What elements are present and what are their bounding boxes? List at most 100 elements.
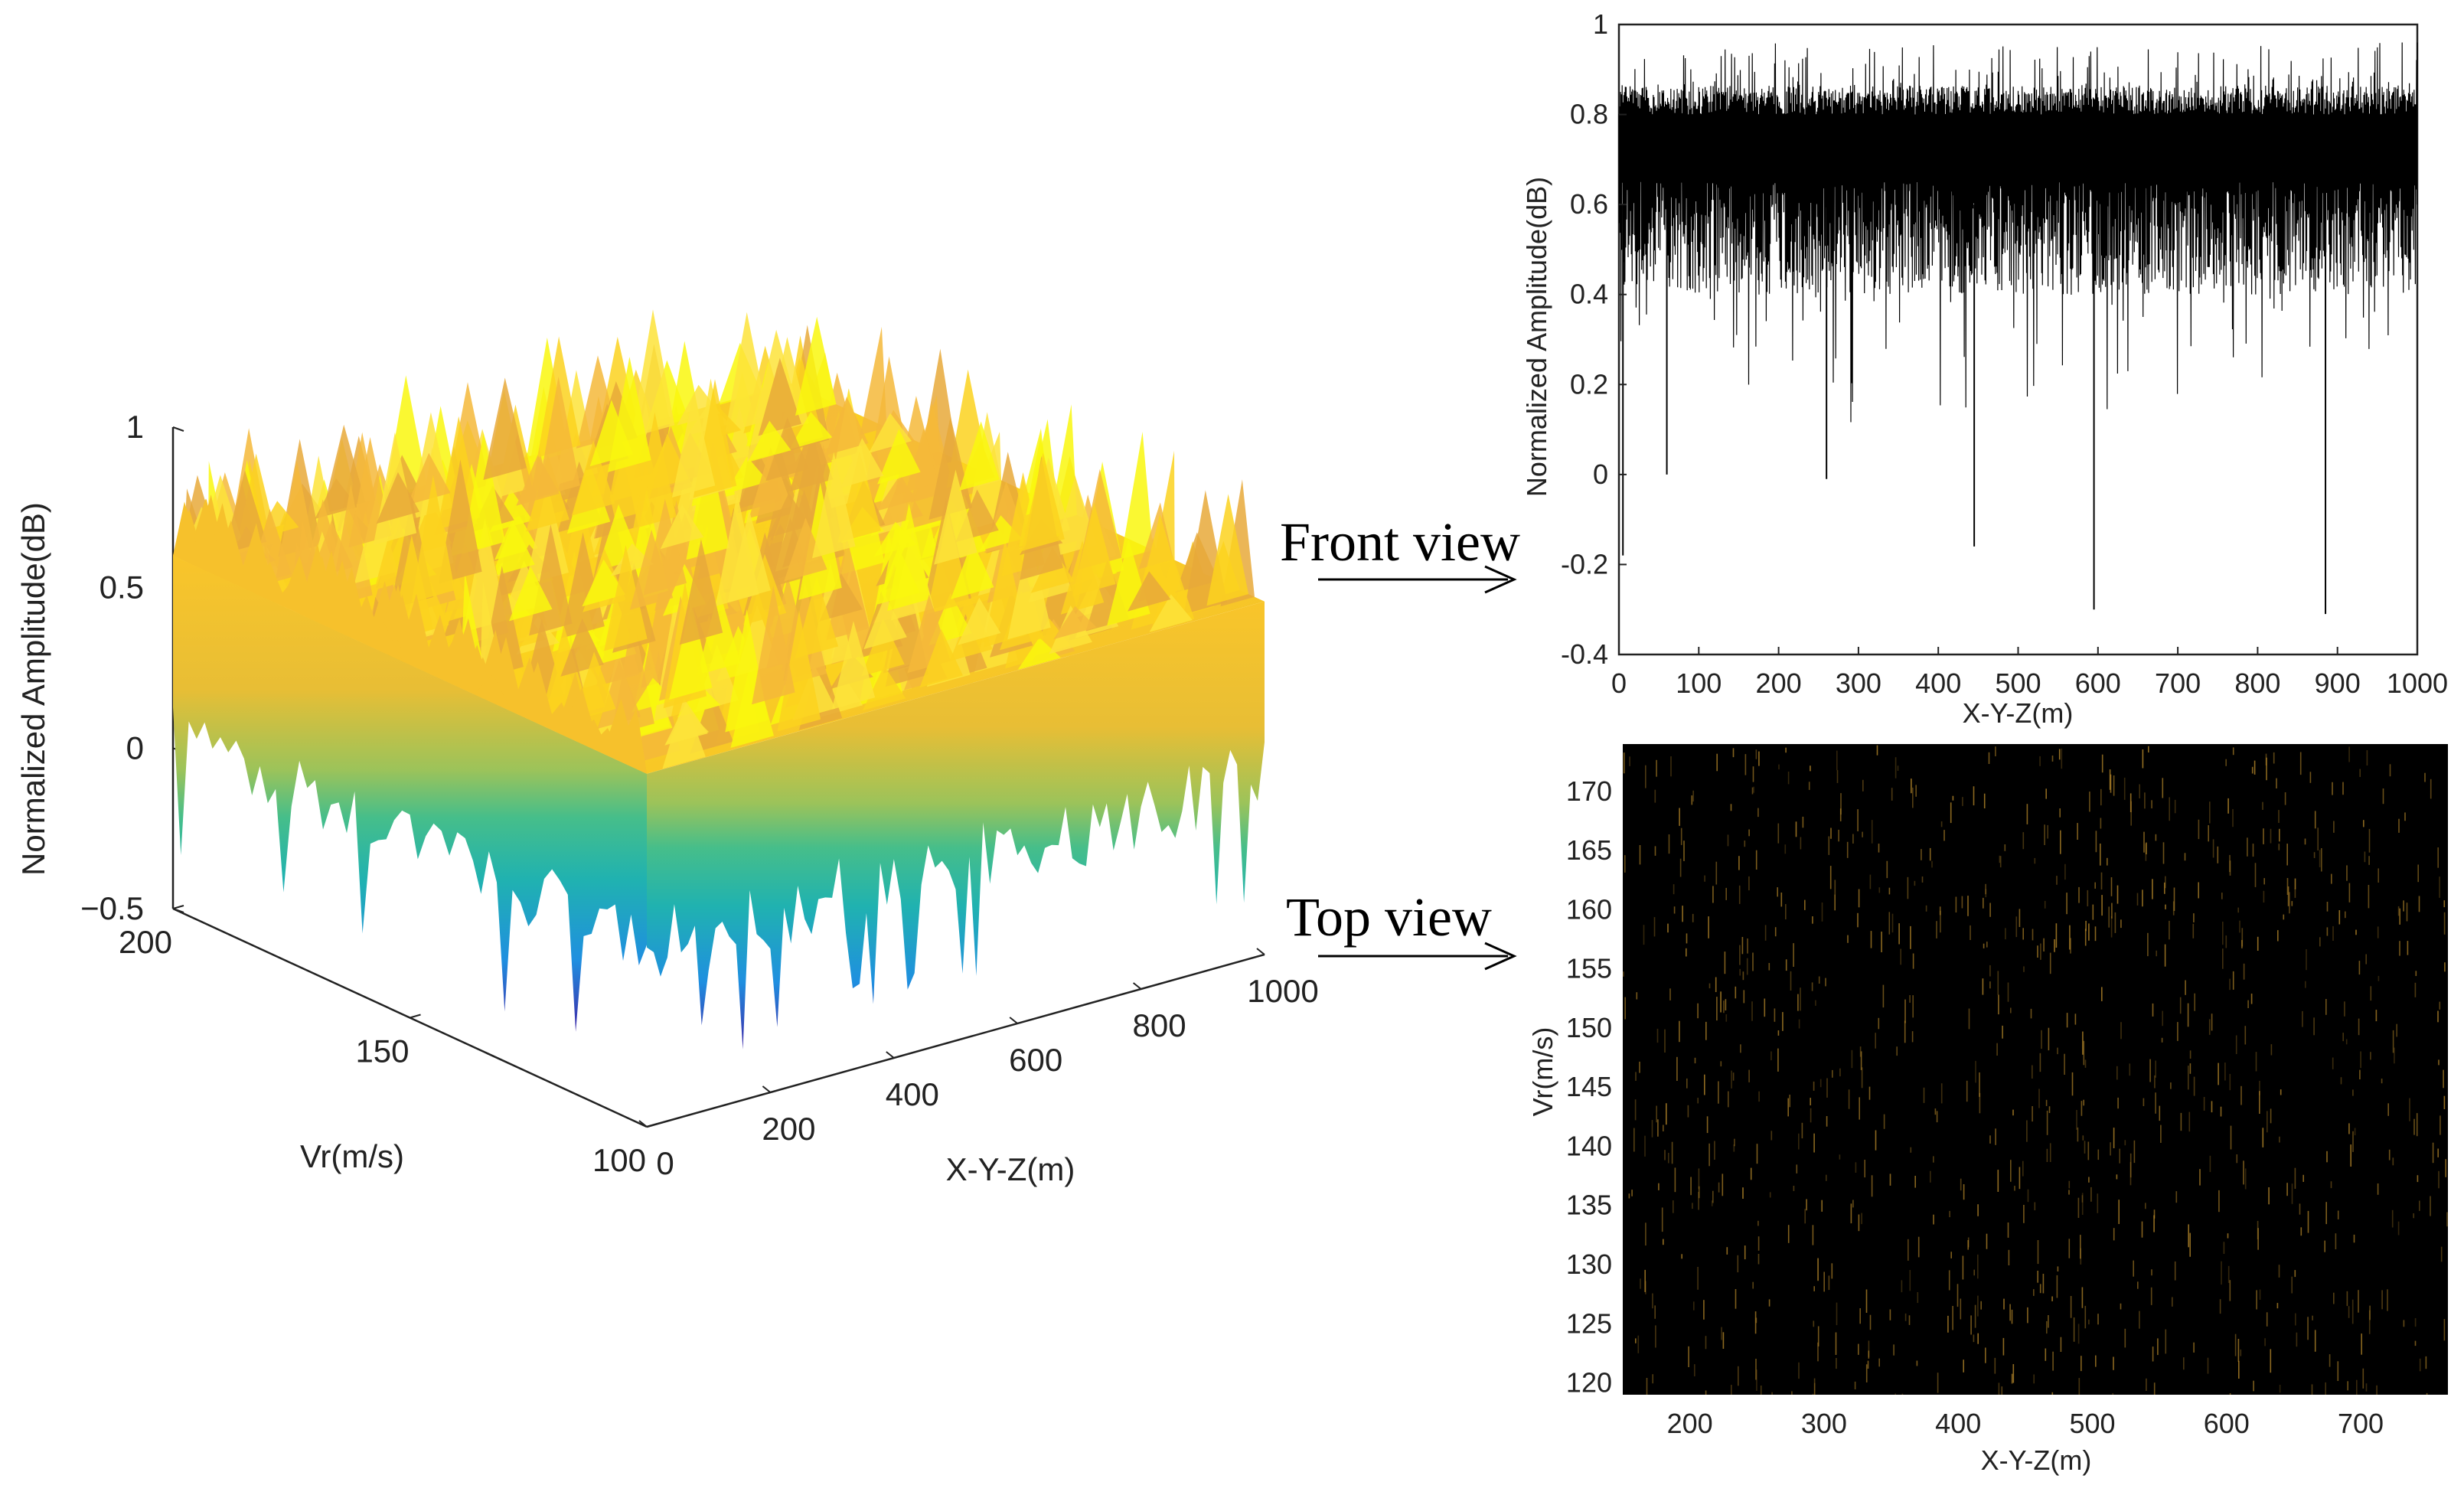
top-view-speck <box>2244 1168 2247 1190</box>
top-view-speck <box>2440 1115 2441 1135</box>
top-view-speck <box>2009 1304 2011 1321</box>
top-view-speck <box>2147 932 2149 957</box>
top-view-speck <box>2094 882 2096 889</box>
front-x-tick-label: 800 <box>2234 668 2280 699</box>
top-view-speck <box>1686 933 1688 944</box>
top-view-speck <box>1671 1141 1673 1164</box>
top-y-tick-label: 150 <box>1566 1012 1612 1043</box>
top-view-speck <box>2007 982 2009 1002</box>
top-view-speck <box>2388 1149 2391 1160</box>
top-view-speck <box>1908 1239 1909 1261</box>
top-view-speck <box>2143 831 2145 853</box>
surface-peak <box>407 452 451 505</box>
top-view-speck <box>1652 1374 1653 1384</box>
top-view-speck <box>2007 1222 2009 1238</box>
top-view-speck <box>2208 1019 2211 1035</box>
top-view-speck <box>2068 1180 2071 1189</box>
top-view-speck <box>2188 1111 2191 1132</box>
top-view-speck <box>2239 920 2240 933</box>
top-view-speck <box>1995 746 1996 756</box>
top-view-speck <box>2199 1169 2201 1186</box>
top-view-speck <box>2253 1380 2254 1392</box>
top-view-speck <box>1740 1044 1741 1053</box>
top-y-tick-label: 155 <box>1566 953 1612 984</box>
top-view-speck <box>2003 1298 2005 1310</box>
top-view-speck <box>2338 910 2341 925</box>
surface-x-tick-label: 400 <box>886 1076 939 1112</box>
top-view-speck <box>1753 786 1754 793</box>
top-view-speck <box>2240 1349 2242 1356</box>
top-view-speck <box>2376 1385 2378 1395</box>
top-view-speck <box>1921 849 1922 860</box>
top-view-speck <box>1957 1284 1959 1307</box>
top-view-speck <box>2113 1356 2114 1370</box>
top-view-speck <box>2363 820 2364 827</box>
top-view-speck <box>1868 1350 1870 1359</box>
top-view-y-label: Vr(m/s) <box>1527 1027 1558 1117</box>
top-view-speck <box>2156 950 2157 957</box>
top-view-speck <box>2324 1240 2325 1252</box>
top-view-speck <box>1640 1278 1641 1289</box>
top-view-speck <box>1834 894 1836 911</box>
top-view-speck <box>1867 1360 1869 1369</box>
top-view-speck <box>1693 1301 1695 1311</box>
top-view-speck <box>1998 994 1999 1015</box>
top-view-speck <box>1757 1254 1760 1265</box>
top-view-speck <box>2022 928 2024 940</box>
top-view-speck <box>1787 1225 1790 1243</box>
top-view-speck <box>2081 1193 2084 1215</box>
top-view-speck <box>1989 981 1991 989</box>
top-view-speck <box>2302 1010 2303 1027</box>
top-view-speck <box>1989 965 1991 977</box>
top-view-speck <box>2100 788 2102 806</box>
top-view-speck <box>1858 1343 1859 1355</box>
top-view-speck <box>1970 925 1971 940</box>
top-view-speck <box>1838 829 1839 842</box>
top-view-speck <box>2333 821 2335 833</box>
top-view-speck <box>2443 912 2446 935</box>
top-view-speck <box>1738 856 1740 870</box>
surface-peak <box>582 559 625 607</box>
top-view-speck <box>1735 986 1737 999</box>
top-view-speck <box>2348 1306 2350 1318</box>
top-view-speck <box>2263 878 2265 885</box>
top-view-speck <box>1691 795 1693 805</box>
surface-peak <box>877 429 921 485</box>
top-view-speck <box>1802 816 1804 828</box>
top-view-speck <box>2187 1003 2189 1027</box>
top-view-speck <box>2164 944 2166 967</box>
top-view-speck <box>2319 850 2321 867</box>
top-view-speck <box>2077 823 2078 840</box>
top-view-speck <box>2278 844 2280 850</box>
front-view-y-label: Normalized Amplitude(dB) <box>1521 177 1552 497</box>
top-view-speck <box>2073 1317 2075 1342</box>
top-view-speck <box>2165 904 2166 909</box>
top-view-speck <box>2291 901 2293 906</box>
top-view-speck <box>2413 1213 2414 1219</box>
surface-peak <box>860 326 887 436</box>
top-view-speck <box>2044 900 2046 909</box>
top-view-speck <box>1764 925 1767 941</box>
top-view-speck <box>1911 1031 1914 1043</box>
top-view-speck <box>1952 795 1954 801</box>
top-view-speck <box>1994 1357 1996 1374</box>
top-view-speck <box>2110 774 2112 793</box>
top-view-speck <box>2142 889 2143 907</box>
top-view-speck <box>2227 1233 2229 1239</box>
top-view-speck <box>1643 925 1645 945</box>
top-view-speck <box>2359 1069 2361 1079</box>
top-view-speck <box>2022 1160 2024 1177</box>
top-view-speck <box>2161 1037 2163 1043</box>
top-view-speck <box>1973 1269 1975 1276</box>
top-view-speck <box>1817 1258 1819 1281</box>
top-view-speck <box>2284 792 2286 805</box>
top-view-speck <box>2193 1342 2195 1353</box>
top-view-speck <box>2358 1018 2360 1036</box>
top-view-speck <box>2058 749 2061 760</box>
top-view-speck <box>2189 1063 2191 1074</box>
top-view-speck <box>1731 1070 1732 1089</box>
top-view-speck <box>2221 893 2223 899</box>
top-view-speck <box>1732 1072 1735 1081</box>
surface-edge-peak <box>310 566 349 637</box>
top-view-speck <box>2032 929 2034 941</box>
